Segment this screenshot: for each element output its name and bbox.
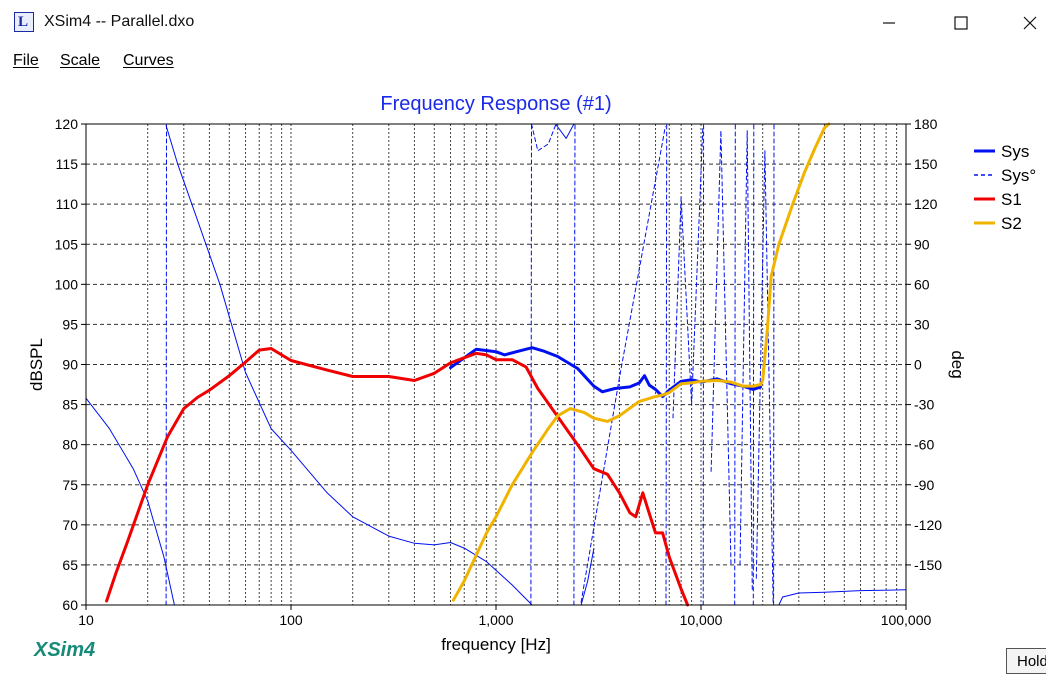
y-tick-label: 70 [62,517,78,533]
chart-title: Frequency Response (#1) [380,93,611,115]
series-line-s2 [451,122,831,602]
y-tick-label: 75 [62,477,78,493]
series-line-sys-phase-phase [739,130,753,593]
y2-tick-label: -30 [914,397,934,413]
y2-tick-label: 120 [914,196,938,212]
series-line-sys-phase-phase [672,127,704,419]
series-line-sys-phase [165,125,533,606]
y-tick-label: 85 [62,397,78,413]
series-line-sys-phase [778,589,907,606]
close-icon [1023,16,1037,30]
x-tick-label: 100,000 [881,612,932,628]
y-tick-label: 115 [56,156,79,172]
y2-tick-label: 150 [914,156,938,172]
series-line-sys-phase-phase [531,123,556,152]
series-line-sys-phase-phase [755,150,774,606]
series-line-sys-phase-phase [752,123,755,606]
series-line-sys-phase-phase [665,123,668,606]
series-line-sys-phase [555,123,575,139]
y-tick-label: 95 [62,316,78,332]
y2-tick-label: -90 [914,477,934,493]
y2-tick-label: 0 [914,357,922,373]
y2-tick-label: 180 [914,116,938,132]
series-line-sys-phase [85,397,175,606]
y2-tick-label: 60 [914,276,930,292]
legend-label-3: S2 [1001,214,1022,233]
menu-bar: File Scale Curves [0,46,1046,76]
maximize-icon [954,16,968,30]
xsim-app-icon[interactable]: L [14,12,34,32]
x-tick-label: 10,000 [680,612,723,628]
menu-curves[interactable]: Curves [123,52,174,69]
y-tick-label: 60 [62,597,78,613]
y2-tick-label: -120 [914,517,942,533]
series-line-sys-phase-phase [573,123,576,606]
series-line-sys-phase-phase [580,126,666,603]
series-line-sys-phase-phase [734,123,736,606]
y2-tick-label: -60 [914,437,934,453]
hold-button[interactable]: Hold [1006,648,1046,674]
y-tick-label: 120 [55,116,79,132]
maximize-button[interactable] [938,6,984,40]
y-tick-label: 65 [62,557,78,573]
series-line-sys-phase-phase [530,123,532,606]
menu-file[interactable]: File [13,52,39,69]
series-line-sys-phase-phase [710,130,732,566]
series-line-s1 [105,347,690,607]
title-bar[interactable]: L XSim4 -- Parallel.dxo [0,0,1046,46]
y-tick-label: 90 [62,357,78,373]
legend-label-1: Sys° [1001,166,1036,185]
y2-tick-label: 90 [914,236,930,252]
y-axis-label: dBSPL [27,338,46,391]
y-tick-label: 80 [62,437,78,453]
y2-tick-label: 30 [914,316,930,332]
close-button[interactable] [1006,6,1046,40]
menu-scale[interactable]: Scale [60,52,101,69]
x-tick-label: 10 [78,612,94,628]
xsim4-logo: XSim4 [34,639,96,661]
legend-label-0: Sys [1001,142,1029,161]
minimize-icon [883,22,895,24]
y-tick-label: 105 [55,236,79,252]
x-tick-label: 1,000 [478,612,513,628]
app-icon-glyph: L [18,14,29,30]
x-tick-label: 100 [279,612,303,628]
y-tick-label: 100 [55,276,79,292]
series-line-sys-phase [580,548,595,606]
window-title: XSim4 -- Parallel.dxo [44,13,195,30]
legend-label-2: S1 [1001,190,1022,209]
minimize-button[interactable] [866,6,912,40]
y-tick-label: 110 [56,196,79,212]
x-axis-label: frequency [Hz] [441,635,551,654]
y2-tick-label: -150 [914,557,942,573]
y2-axis-label: deg [948,350,967,378]
